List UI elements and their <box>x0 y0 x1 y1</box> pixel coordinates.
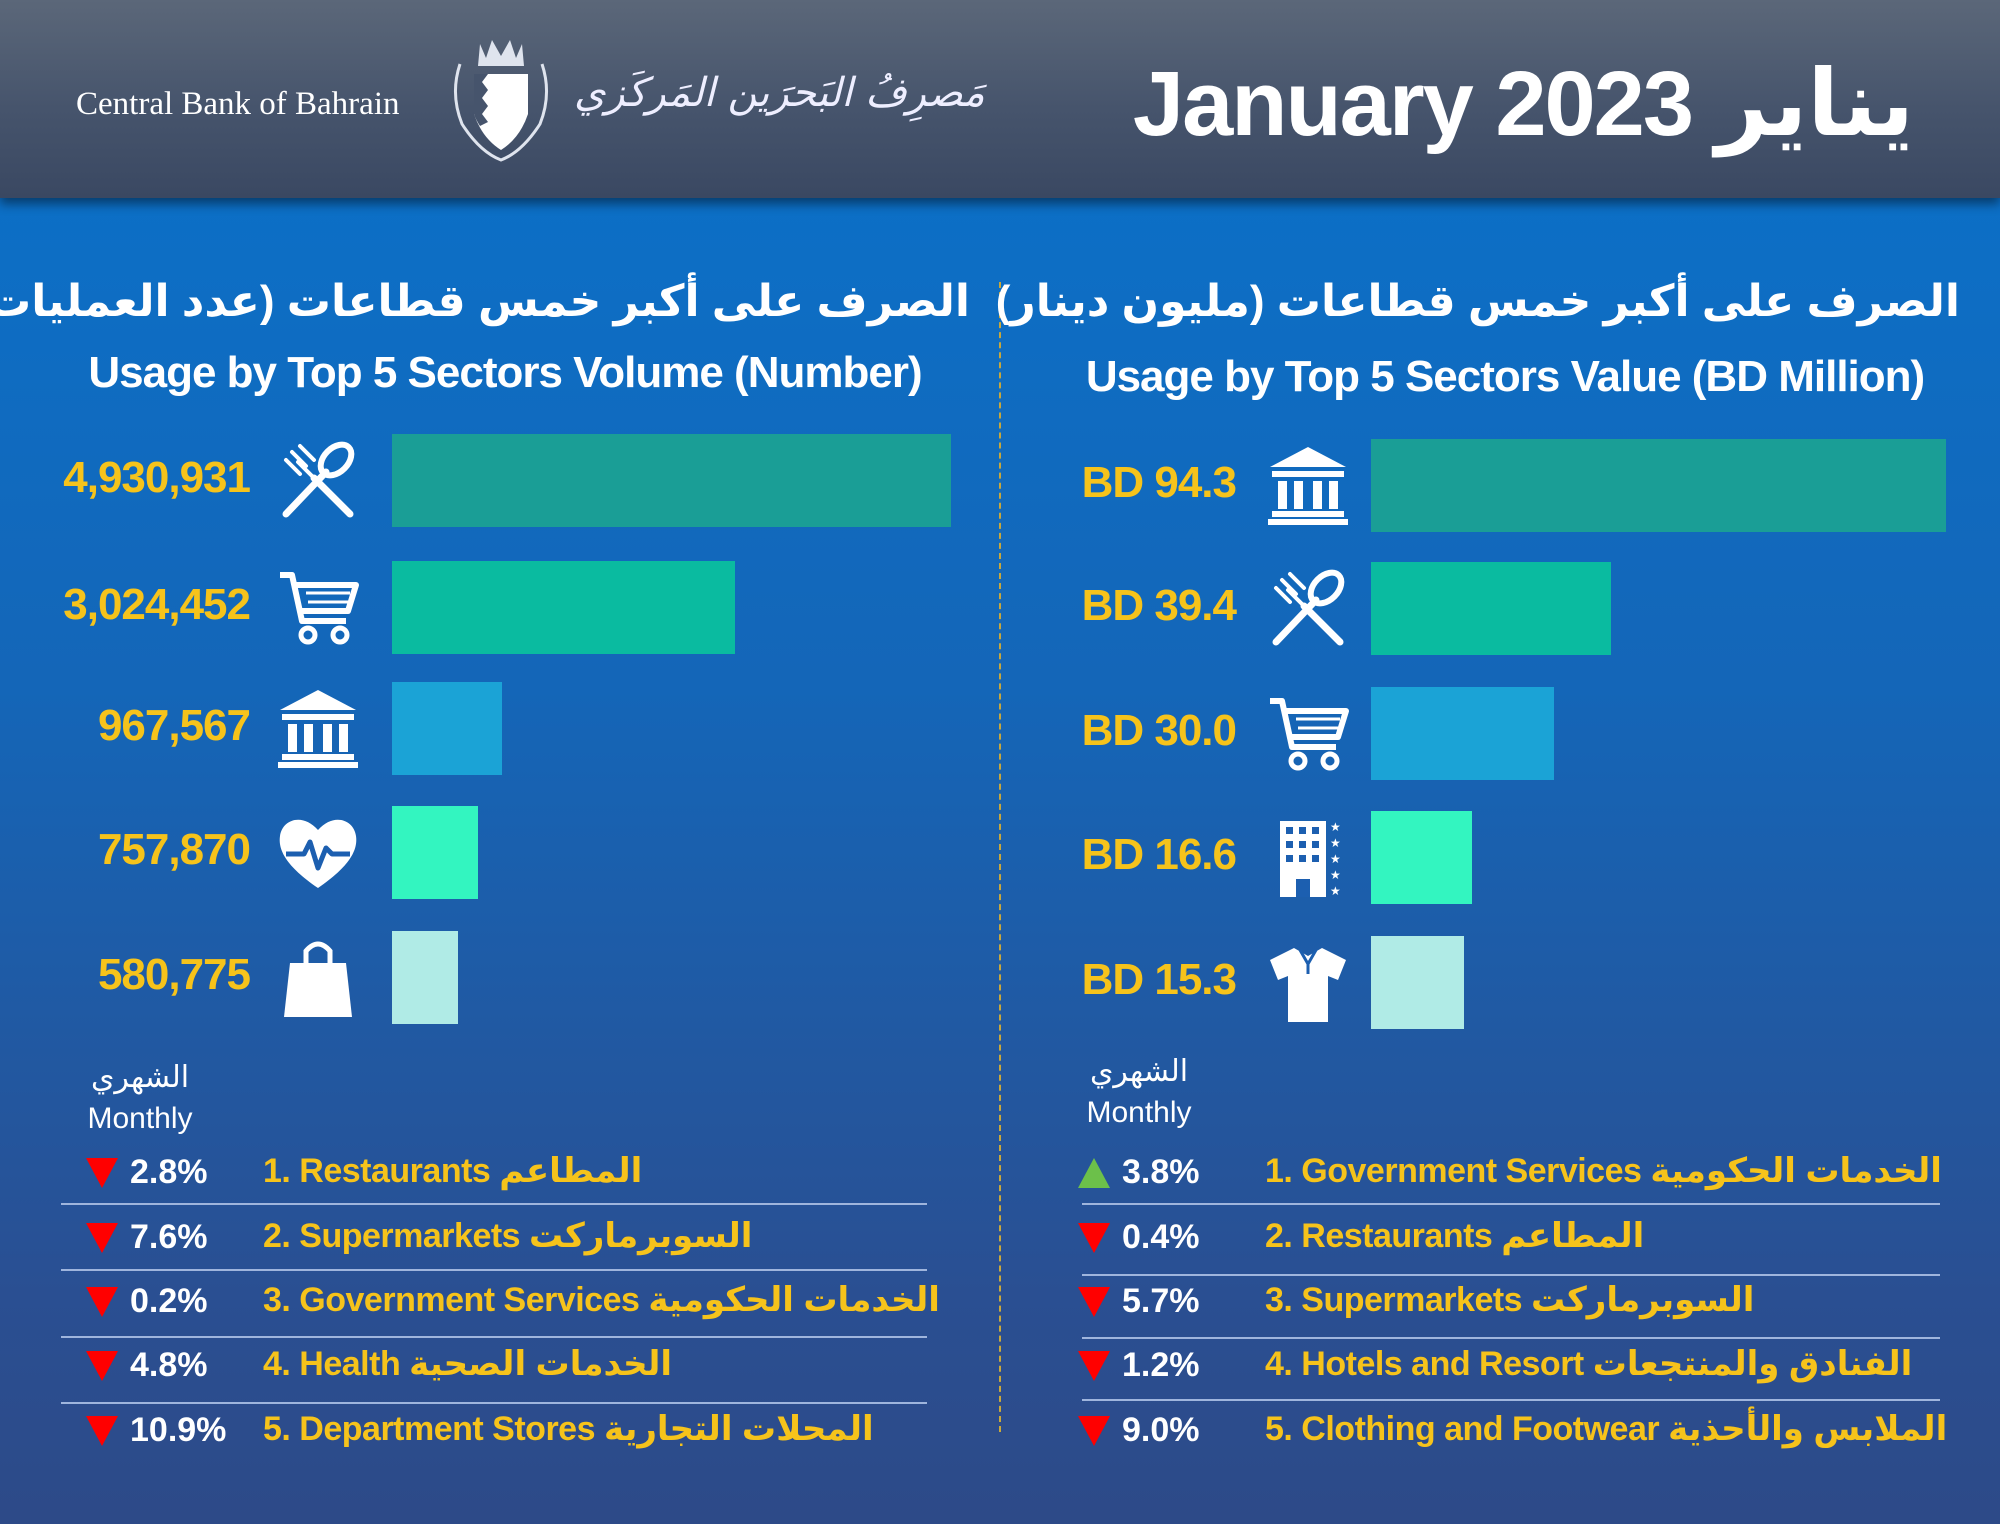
value-title-en: Usage by Top 5 Sectors Value (BD Million… <box>1085 352 1925 401</box>
bar-health <box>392 806 478 899</box>
monthly-change: 3.8% <box>1122 1153 1200 1191</box>
sector-label: 1. Government Services الخدمات الحكومية <box>1265 1152 1942 1190</box>
cart-icon <box>276 565 360 649</box>
monthly-header-left: الشهري Monthly <box>60 1058 220 1139</box>
panel-divider <box>999 282 1001 1432</box>
bank-icon <box>1266 443 1350 527</box>
list-separator <box>1082 1337 1940 1339</box>
fork-spoon-icon <box>276 438 360 522</box>
bar-restaurants <box>1371 562 1611 655</box>
bar-hotels-and-resort <box>1371 811 1472 904</box>
sector-label: 4. Hotels and Resort الفنادق والمنتجعات <box>1265 1345 1913 1383</box>
list-separator <box>61 1203 927 1205</box>
svg-text:★: ★ <box>1330 868 1341 882</box>
shirt-icon <box>1266 940 1350 1024</box>
bar-department-stores <box>392 931 458 1024</box>
bar-government-services <box>1371 439 1946 532</box>
down-triangle-icon <box>86 1416 118 1446</box>
shopping-bag-icon <box>276 935 360 1019</box>
monthly-change: 5.7% <box>1122 1282 1200 1320</box>
bar-value-label: BD 15.3 <box>1081 955 1237 1004</box>
monthly-change: 1.2% <box>1122 1346 1200 1384</box>
sector-label: 2. Supermarkets السوبرماركت <box>263 1217 753 1255</box>
bar-value-label: BD 30.0 <box>1081 706 1237 755</box>
heart-pulse-icon <box>276 810 360 894</box>
monthly-label-en: Monthly <box>87 1101 193 1135</box>
bar-value-label: 580,775 <box>97 950 251 999</box>
list-separator <box>1082 1274 1940 1276</box>
sector-label: 5. Department Stores المحلات التجارية <box>263 1410 874 1448</box>
list-separator <box>1082 1399 1940 1401</box>
list-separator <box>61 1269 927 1271</box>
up-triangle-icon <box>1078 1158 1110 1188</box>
down-triangle-icon <box>86 1351 118 1381</box>
monthly-change: 0.2% <box>130 1282 208 1320</box>
bar-value-label: BD 94.3 <box>1081 458 1237 507</box>
down-triangle-icon <box>86 1223 118 1253</box>
bar-government-services <box>392 682 502 775</box>
bar-value-label: 4,930,931 <box>63 453 251 502</box>
down-triangle-icon <box>1078 1223 1110 1253</box>
monthly-label-ar: الشهري <box>90 1061 190 1094</box>
bar-value-label: 967,567 <box>97 701 251 750</box>
down-triangle-icon <box>1078 1287 1110 1317</box>
bar-value-label: 757,870 <box>97 825 251 874</box>
bank-icon <box>276 686 360 770</box>
svg-text:★: ★ <box>1330 852 1341 866</box>
list-separator <box>61 1336 927 1338</box>
bank-crest-icon <box>454 40 548 162</box>
sector-label: 1. Restaurants المطاعم <box>263 1152 643 1190</box>
down-triangle-icon <box>86 1287 118 1317</box>
bar-clothing-and-footwear <box>1371 936 1464 1029</box>
bar-supermarkets <box>392 561 735 654</box>
header: Central Bank of Bahrain مَصرِفُ البَحرَي… <box>0 0 2000 198</box>
list-separator <box>61 1402 927 1404</box>
bank-name-ar: مَصرِفُ البَحرَين المَركَزي <box>574 70 985 116</box>
monthly-change: 4.8% <box>130 1346 208 1384</box>
sector-label: 4. Health الخدمات الصحية <box>263 1345 673 1383</box>
svg-text:★: ★ <box>1330 820 1341 834</box>
sector-label: 2. Restaurants المطاعم <box>1265 1217 1645 1255</box>
list-separator <box>1082 1203 1940 1205</box>
svg-text:★: ★ <box>1330 884 1341 898</box>
down-triangle-icon <box>1078 1351 1110 1381</box>
bar-supermarkets <box>1371 687 1554 780</box>
hotel-icon: ★ ★ ★ ★ ★ <box>1266 815 1350 899</box>
monthly-change: 0.4% <box>1122 1218 1200 1256</box>
bank-name-en: Central Bank of Bahrain <box>76 86 400 122</box>
bar-value-label: 3,024,452 <box>63 580 251 629</box>
fork-spoon-icon <box>1266 566 1350 650</box>
monthly-change: 9.0% <box>1122 1411 1200 1449</box>
monthly-change: 2.8% <box>130 1153 208 1191</box>
bar-value-label: BD 16.6 <box>1081 830 1237 879</box>
bar-restaurants <box>392 434 951 527</box>
monthly-label-en: Monthly <box>1086 1095 1192 1129</box>
report-title: January 2023 يناير <box>1132 53 1916 155</box>
svg-text:★: ★ <box>1330 836 1341 850</box>
monthly-change: 10.9% <box>130 1411 227 1449</box>
volume-title-ar: الصرف على أكبر خمس قطاعات (عدد العمليات) <box>0 277 971 326</box>
down-triangle-icon <box>1078 1416 1110 1446</box>
sector-label: 3. Supermarkets السوبرماركت <box>1265 1281 1755 1319</box>
volume-title-en: Usage by Top 5 Sectors Volume (Number) <box>88 348 922 397</box>
cart-icon <box>1266 691 1350 775</box>
sector-label: 3. Government Services الخدمات الحكومية <box>263 1281 940 1319</box>
monthly-change: 7.6% <box>130 1218 208 1256</box>
down-triangle-icon <box>86 1158 118 1188</box>
bar-value-label: BD 39.4 <box>1081 581 1237 630</box>
sector-label: 5. Clothing and Footwear الملابس والأحذي… <box>1265 1410 1948 1448</box>
monthly-label-ar: الشهري <box>1089 1055 1189 1088</box>
monthly-header-right: الشهري Monthly <box>1059 1052 1219 1133</box>
value-title-ar: الصرف على أكبر خمس قطاعات (مليون دينار) <box>995 277 1961 326</box>
